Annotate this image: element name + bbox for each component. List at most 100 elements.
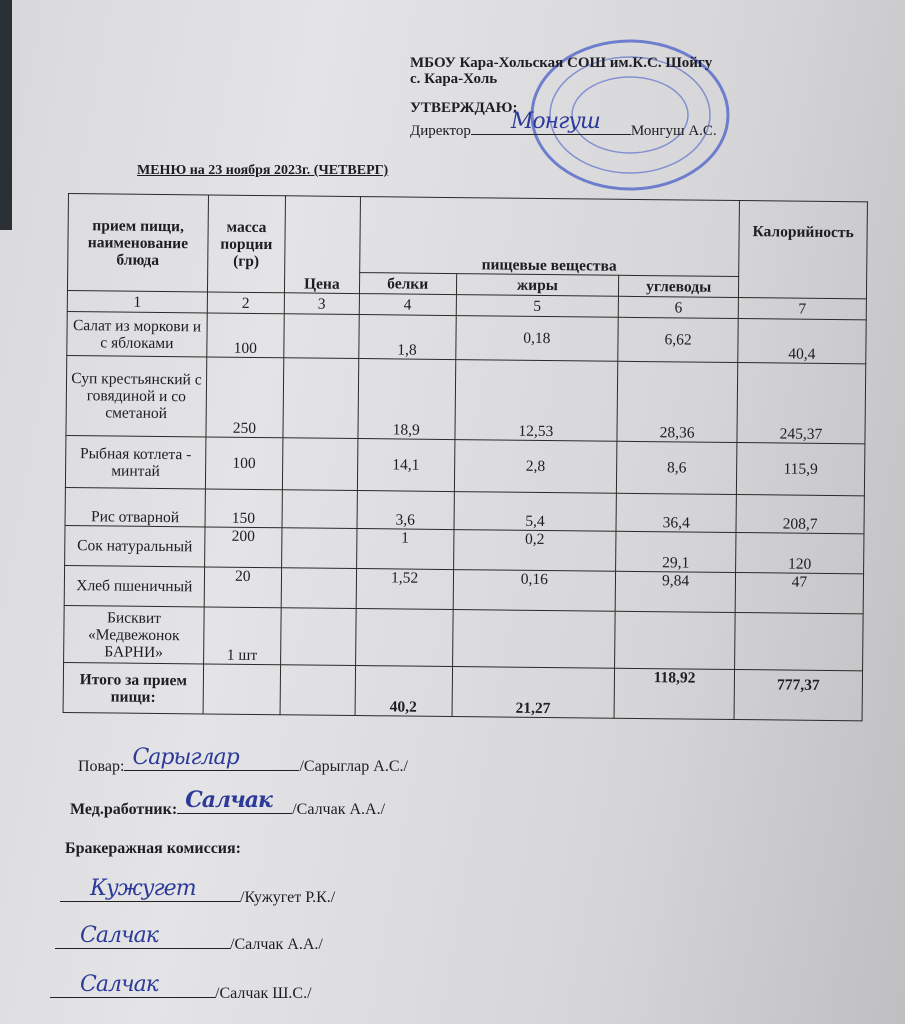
med-label: Мед.работник: bbox=[70, 801, 178, 818]
commission-member: Кужугет/Кужугет Р.К./ bbox=[60, 876, 336, 907]
header-fat: жиры bbox=[456, 273, 619, 297]
dish-price bbox=[281, 489, 358, 529]
total-kcal: 777,37 bbox=[734, 669, 863, 721]
col-number: 4 bbox=[358, 293, 457, 316]
dish-mass: 200 bbox=[204, 526, 282, 568]
dish-protein: 1,52 bbox=[355, 568, 454, 610]
director-label: Директор bbox=[410, 123, 471, 139]
dish-fat bbox=[452, 609, 616, 669]
col-number: 6 bbox=[618, 296, 739, 319]
dish-price bbox=[280, 607, 356, 666]
director-signature: Монгуш bbox=[510, 109, 601, 134]
header-calories: Калорийность bbox=[738, 200, 868, 299]
dish-protein: 1,8 bbox=[358, 314, 456, 360]
director-name: Монгуш А.С. bbox=[630, 123, 717, 139]
dish-fat: 5,4 bbox=[453, 491, 617, 532]
empty-cell bbox=[279, 664, 356, 716]
dish-name: Салат из моркови и с яблоками bbox=[66, 311, 208, 357]
cook-label: Повар: bbox=[78, 758, 125, 775]
dish-carbs: 8,6 bbox=[616, 441, 737, 495]
dish-kcal: 40,4 bbox=[737, 318, 867, 364]
col-number: 3 bbox=[284, 292, 360, 315]
header-protein: белки bbox=[359, 272, 457, 295]
col-number: 1 bbox=[67, 290, 208, 313]
dish-mass: 150 bbox=[204, 488, 283, 528]
dish-name: Хлеб пшеничный bbox=[64, 565, 205, 607]
dish-fat: 0,18 bbox=[455, 315, 619, 362]
dish-protein: 3,6 bbox=[356, 490, 454, 530]
total-carbs: 118,92 bbox=[614, 668, 735, 720]
dish-price bbox=[282, 437, 358, 491]
menu-table: прием пищи, наименование блюда масса пор… bbox=[63, 193, 868, 721]
header-nutrients: пищевые вещества bbox=[359, 196, 740, 277]
col-number: 5 bbox=[455, 294, 619, 318]
dish-kcal bbox=[734, 612, 864, 671]
commission-member: Салчак/Салчак Ш.С./ bbox=[50, 972, 312, 1003]
dish-fat: 0,16 bbox=[452, 569, 616, 612]
total-fat: 21,27 bbox=[451, 666, 615, 719]
dish-name: Сок натуральный bbox=[64, 525, 205, 567]
dish-mass: 1 шт bbox=[203, 606, 281, 665]
header-meal: прием пищи, наименование блюда bbox=[67, 193, 209, 292]
table-row: Рыбная котлета - минтай 100 14,1 2,8 8,6… bbox=[65, 435, 865, 496]
dish-protein bbox=[355, 608, 453, 667]
empty-cell bbox=[202, 663, 281, 715]
table-row: Суп крестьянский с говядиной и со сметан… bbox=[65, 355, 866, 444]
header-carbs: углеводы bbox=[618, 275, 739, 298]
dish-kcal: 47 bbox=[735, 572, 864, 614]
dish-price bbox=[282, 357, 359, 439]
dish-carbs: 36,4 bbox=[616, 493, 737, 533]
dish-carbs bbox=[614, 611, 736, 670]
col-number: 7 bbox=[738, 297, 867, 320]
dish-protein: 18,9 bbox=[357, 358, 456, 440]
dish-name: Рыбная котлета - минтай bbox=[65, 435, 206, 489]
med-name: /Салчак А.А./ bbox=[292, 801, 386, 818]
background-edge bbox=[0, 0, 12, 230]
header-price: Цена bbox=[284, 195, 361, 294]
dish-carbs: 29,1 bbox=[615, 531, 737, 573]
member-signature: Кужугет bbox=[90, 876, 197, 901]
commission-label: Бракеражная комиссия: bbox=[65, 840, 241, 857]
header-mass: масса порции (гр) bbox=[207, 194, 286, 293]
member-name: /Салчак А.А./ bbox=[230, 936, 323, 953]
dish-name: Рис отварной bbox=[65, 487, 206, 527]
total-label: Итого за прием пищи: bbox=[63, 662, 204, 714]
dish-kcal: 120 bbox=[735, 532, 864, 574]
dish-price bbox=[280, 567, 357, 609]
dish-name: Бисквит «Медвежонок БАРНИ» bbox=[63, 605, 205, 664]
dish-kcal: 245,37 bbox=[736, 362, 866, 444]
table-row: Бисквит «Медвежонок БАРНИ» 1 шт bbox=[63, 605, 864, 671]
total-protein: 40,2 bbox=[354, 665, 453, 717]
med-signature-line: Мед.работник: Салчак/Салчак А.А./ bbox=[70, 787, 386, 819]
village: с. Кара-Холь bbox=[410, 71, 498, 87]
school-stamp bbox=[530, 39, 730, 191]
med-signature: Салчак bbox=[185, 787, 273, 813]
dish-mass: 100 bbox=[205, 436, 283, 490]
member-signature: Салчак bbox=[80, 972, 159, 997]
director-line: Директор Монгуш Монгуш А.С. bbox=[410, 109, 717, 140]
dish-fat: 0,2 bbox=[453, 529, 617, 572]
member-name: /Кужугет Р.К./ bbox=[240, 889, 336, 906]
dish-mass: 250 bbox=[205, 356, 284, 438]
approve-label: УТВЕРЖДАЮ: bbox=[410, 100, 518, 116]
commission-member: Салчак/Салчак А.А./ bbox=[55, 923, 323, 954]
dish-kcal: 208,7 bbox=[736, 494, 865, 534]
dish-fat: 2,8 bbox=[453, 439, 618, 494]
dish-mass: 100 bbox=[206, 312, 285, 358]
cook-name: /Сарыглар А.С./ bbox=[299, 758, 408, 775]
member-name: /Салчак Ш.С./ bbox=[215, 985, 312, 1002]
dish-mass: 20 bbox=[204, 566, 282, 608]
dish-carbs: 6,62 bbox=[617, 317, 739, 363]
col-number: 2 bbox=[207, 291, 285, 314]
cook-signature-line: Повар: Сарыглар/Сарыглар А.С./ bbox=[78, 745, 408, 776]
org-name: МБОУ Кара-Хольская СОШ им.К.С. Шойгу bbox=[410, 55, 713, 71]
dish-name: Суп крестьянский с говядиной и со сметан… bbox=[65, 355, 207, 437]
dish-protein: 1 bbox=[356, 528, 454, 570]
dish-carbs: 9,84 bbox=[615, 571, 736, 613]
dish-protein: 14,1 bbox=[357, 438, 455, 492]
dish-price bbox=[281, 527, 357, 569]
dish-carbs: 28,36 bbox=[617, 361, 738, 443]
member-signature: Салчак bbox=[80, 923, 159, 948]
menu-title: МЕНЮ на 23 ноября 2023г. (ЧЕТВЕРГ) bbox=[137, 163, 389, 178]
cook-signature: Сарыглар bbox=[132, 745, 239, 770]
